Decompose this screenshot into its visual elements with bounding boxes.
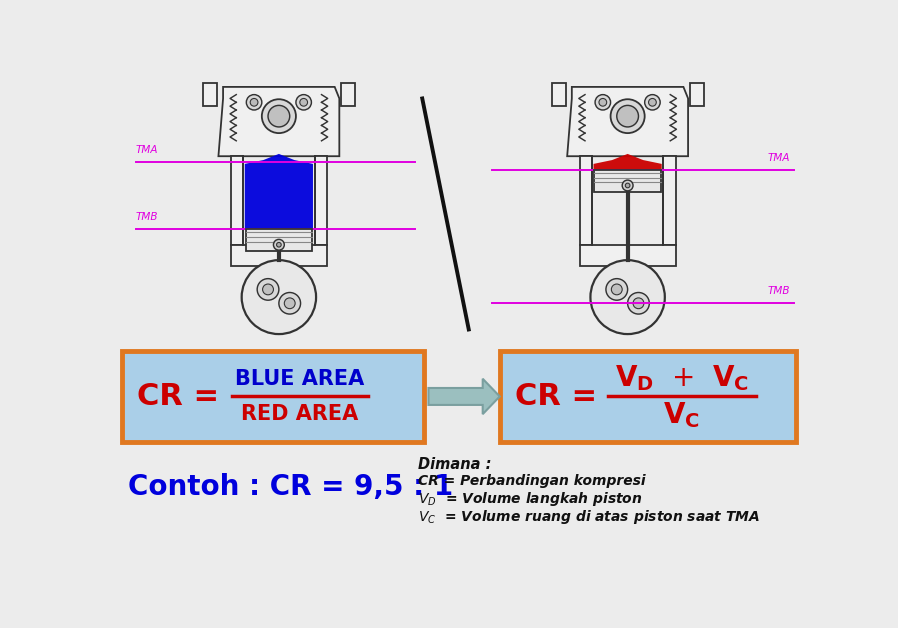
Bar	[203, 83, 217, 106]
Text: CR = Perbandingan kompresi: CR = Perbandingan kompresi	[418, 474, 646, 488]
Bar	[594, 170, 661, 192]
Circle shape	[606, 279, 628, 300]
Text: CR =: CR =	[515, 382, 597, 411]
Circle shape	[648, 99, 656, 106]
Circle shape	[279, 293, 301, 314]
Circle shape	[590, 260, 665, 334]
Circle shape	[611, 99, 645, 133]
Bar	[231, 245, 327, 266]
Bar	[664, 156, 675, 245]
Text: $V_C$  = Volume ruang di atas piston saat TMA: $V_C$ = Volume ruang di atas piston saat…	[418, 507, 761, 526]
Circle shape	[246, 95, 262, 110]
FancyArrow shape	[428, 379, 500, 414]
Text: TMA: TMA	[136, 146, 158, 156]
Text: CR =: CR =	[137, 382, 219, 411]
Bar	[690, 83, 703, 106]
Bar	[579, 245, 675, 266]
Bar	[341, 83, 355, 106]
Bar	[231, 156, 243, 245]
Text: TMA: TMA	[768, 153, 790, 163]
Circle shape	[242, 260, 316, 334]
Circle shape	[285, 298, 295, 309]
Circle shape	[628, 293, 649, 314]
Circle shape	[268, 106, 290, 127]
Text: $V_D$  = Volume langkah piston: $V_D$ = Volume langkah piston	[418, 490, 643, 508]
Circle shape	[612, 284, 622, 295]
Circle shape	[617, 106, 638, 127]
Circle shape	[251, 99, 258, 106]
Text: BLUE AREA: BLUE AREA	[235, 369, 365, 389]
Bar	[245, 229, 313, 251]
Circle shape	[633, 298, 644, 309]
Bar	[314, 156, 327, 245]
Text: TMB: TMB	[136, 212, 158, 222]
Circle shape	[645, 95, 660, 110]
Circle shape	[300, 99, 307, 106]
Polygon shape	[218, 87, 339, 156]
Polygon shape	[568, 87, 688, 156]
FancyBboxPatch shape	[500, 351, 796, 442]
Polygon shape	[245, 154, 313, 229]
Circle shape	[277, 242, 281, 247]
Circle shape	[274, 239, 285, 250]
Circle shape	[296, 95, 312, 110]
Text: Contoh : CR = 9,5 : 1: Contoh : CR = 9,5 : 1	[128, 474, 453, 501]
Circle shape	[622, 180, 633, 191]
Text: Dimana :: Dimana :	[418, 457, 492, 472]
Text: RED AREA: RED AREA	[242, 404, 358, 424]
Circle shape	[625, 183, 630, 188]
Text: $\mathbf{V_D}$  +  $\mathbf{V_C}$: $\mathbf{V_D}$ + $\mathbf{V_C}$	[615, 363, 749, 393]
Polygon shape	[594, 154, 662, 170]
Circle shape	[257, 279, 279, 300]
Text: TMB: TMB	[768, 286, 790, 296]
Circle shape	[595, 95, 611, 110]
Bar	[551, 83, 566, 106]
FancyBboxPatch shape	[121, 351, 424, 442]
Circle shape	[599, 99, 607, 106]
Bar	[579, 156, 592, 245]
Circle shape	[262, 99, 296, 133]
Circle shape	[262, 284, 274, 295]
Text: $\mathbf{V_C}$: $\mathbf{V_C}$	[664, 400, 700, 430]
